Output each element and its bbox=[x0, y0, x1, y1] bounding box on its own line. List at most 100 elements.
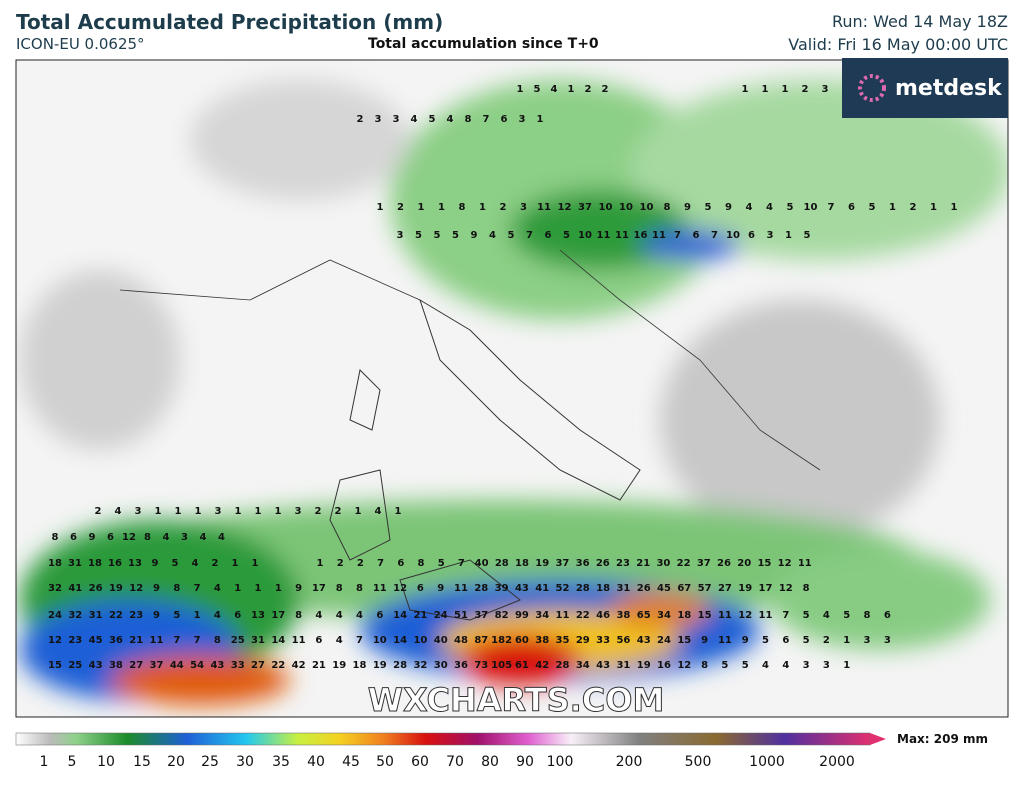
grid-value: 6 bbox=[501, 114, 508, 125]
grid-value: 9 bbox=[153, 610, 160, 621]
title: Total Accumulated Precipitation (mm) bbox=[16, 10, 444, 34]
grid-value: 21 bbox=[312, 660, 326, 671]
grid-value: 33 bbox=[596, 635, 610, 646]
grid-value: 6 bbox=[315, 635, 322, 646]
grid-value: 5 bbox=[563, 230, 570, 241]
grid-value: 11 bbox=[292, 635, 306, 646]
watermark: WXCHARTS.COM bbox=[368, 681, 665, 719]
grid-value: 22 bbox=[576, 610, 590, 621]
grid-value: 37 bbox=[578, 202, 592, 213]
grid-value: 10 bbox=[578, 230, 592, 241]
grid-value: 2 bbox=[337, 558, 344, 569]
grid-value: 37 bbox=[555, 558, 569, 569]
grid-value: 1 bbox=[930, 202, 937, 213]
grid-value: 19 bbox=[109, 583, 123, 594]
grid-value: 18 bbox=[48, 558, 62, 569]
grid-value: 5 bbox=[762, 635, 769, 646]
grid-value: 5 bbox=[742, 660, 749, 671]
grid-value: 9 bbox=[742, 635, 749, 646]
colorbar-arrow bbox=[870, 733, 886, 745]
grid-value: 24 bbox=[657, 635, 671, 646]
map-field bbox=[16, 60, 1008, 717]
colorbar-tick-label: 20 bbox=[167, 754, 185, 770]
grid-value: 9 bbox=[153, 583, 160, 594]
grid-value: 2 bbox=[585, 84, 592, 95]
grid-value: 1 bbox=[843, 660, 850, 671]
grid-value: 1 bbox=[252, 558, 259, 569]
grid-value: 19 bbox=[373, 660, 387, 671]
grid-value: 14 bbox=[393, 635, 407, 646]
grid-value: 45 bbox=[657, 583, 671, 594]
grid-value: 4 bbox=[336, 635, 343, 646]
grid-value: 37 bbox=[697, 558, 711, 569]
grid-value: 4 bbox=[336, 610, 343, 621]
grid-value: 42 bbox=[535, 660, 549, 671]
grid-value: 11 bbox=[373, 583, 387, 594]
grid-value: 1 bbox=[232, 558, 239, 569]
grid-value: 30 bbox=[656, 558, 670, 569]
grid-value: 36 bbox=[454, 660, 468, 671]
grid-value: 7 bbox=[526, 230, 533, 241]
brand: metdesk bbox=[895, 76, 1003, 101]
grid-value: 1 bbox=[234, 583, 241, 594]
grid-value: 61 bbox=[515, 660, 529, 671]
grid-value: 28 bbox=[495, 558, 509, 569]
grid-value: 1 bbox=[517, 84, 524, 95]
colorbar-tick-label: 1000 bbox=[749, 754, 785, 770]
grid-value: 11 bbox=[615, 230, 629, 241]
grid-value: 8 bbox=[701, 660, 708, 671]
grid-value: 1 bbox=[255, 583, 262, 594]
grid-value: 4 bbox=[200, 532, 207, 543]
grid-value: 4 bbox=[115, 506, 122, 517]
grid-value: 87 bbox=[474, 635, 488, 646]
grid-value: 82 bbox=[495, 610, 509, 621]
grid-value: 28 bbox=[556, 660, 570, 671]
grid-value: 8 bbox=[864, 610, 871, 621]
grid-value: 9 bbox=[684, 202, 691, 213]
grid-value: 5 bbox=[843, 610, 850, 621]
grid-value: 3 bbox=[375, 114, 382, 125]
colorbar-tick-label: 50 bbox=[376, 754, 394, 770]
grid-value: 5 bbox=[534, 84, 541, 95]
grid-value: 38 bbox=[535, 635, 549, 646]
grid-value: 1 bbox=[355, 506, 362, 517]
grid-value: 7 bbox=[483, 114, 490, 125]
grid-value: 3 bbox=[135, 506, 142, 517]
grid-value: 10 bbox=[726, 230, 740, 241]
grid-value: 4 bbox=[782, 660, 789, 671]
grid-value: 31 bbox=[616, 583, 630, 594]
grid-value: 2 bbox=[335, 506, 342, 517]
grid-value: 8 bbox=[356, 583, 363, 594]
grid-value: 9 bbox=[152, 558, 159, 569]
grid-value: 32 bbox=[68, 610, 82, 621]
grid-value: 26 bbox=[637, 583, 651, 594]
grid-value: 11 bbox=[718, 635, 732, 646]
grid-value: 19 bbox=[332, 660, 346, 671]
grid-value: 1 bbox=[742, 84, 749, 95]
grid-value: 2 bbox=[910, 202, 917, 213]
grid-value: 6 bbox=[545, 230, 552, 241]
grid-value: 15 bbox=[757, 558, 771, 569]
grid-value: 10 bbox=[373, 635, 387, 646]
grid-value: 12 bbox=[129, 583, 143, 594]
colorbar-tick-label: 15 bbox=[133, 754, 151, 770]
grid-value: 26 bbox=[717, 558, 731, 569]
grid-value: 1 bbox=[255, 506, 262, 517]
grid-value: 51 bbox=[454, 610, 468, 621]
colorbar-tick-label: 500 bbox=[685, 754, 712, 770]
grid-value: 2 bbox=[212, 558, 219, 569]
grid-value: 12 bbox=[558, 202, 572, 213]
grid-value: 10 bbox=[804, 202, 818, 213]
grid-value: 27 bbox=[251, 660, 265, 671]
grid-value: 12 bbox=[48, 635, 62, 646]
grid-value: 18 bbox=[515, 558, 529, 569]
grid-value: 10 bbox=[619, 202, 633, 213]
grid-value: 5 bbox=[438, 558, 445, 569]
grid-value: 22 bbox=[109, 610, 123, 621]
colorbar-tick-label: 40 bbox=[307, 754, 325, 770]
grid-value: 44 bbox=[170, 660, 184, 671]
grid-value: 21 bbox=[636, 558, 650, 569]
grid-value: 16 bbox=[634, 230, 648, 241]
